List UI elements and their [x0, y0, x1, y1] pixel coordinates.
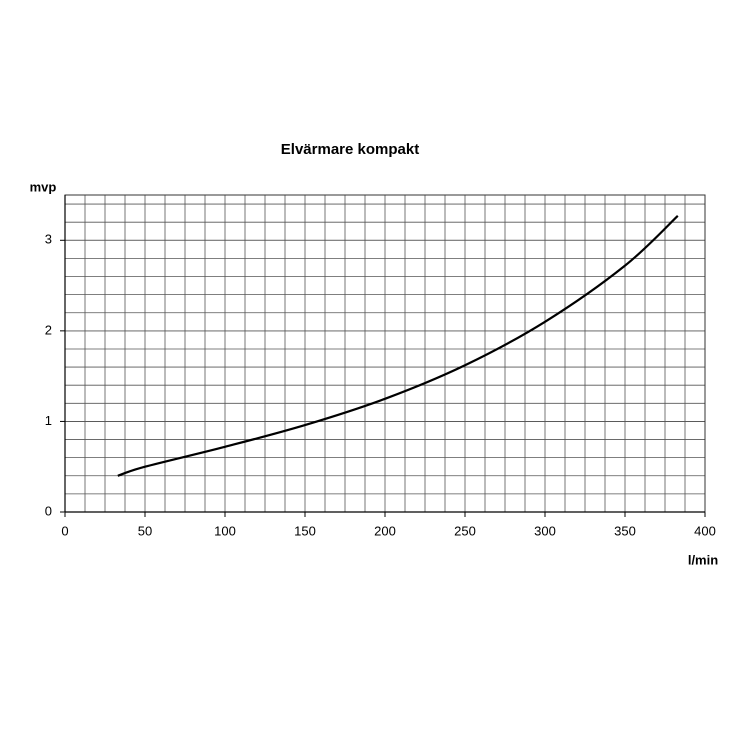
y-tick-label: 0 [45, 503, 52, 518]
data-line [117, 215, 679, 477]
y-tick-label: 2 [45, 322, 52, 337]
x-tick-label: 50 [138, 523, 152, 538]
chart-title: Elvärmare kompakt [281, 141, 419, 158]
x-tick-label: 250 [454, 523, 476, 538]
y-tick-label: 1 [45, 413, 52, 428]
x-tick-label: 0 [61, 523, 68, 538]
x-tick-label: 200 [374, 523, 396, 538]
y-tick-label: 3 [45, 232, 52, 247]
x-tick-label: 150 [294, 523, 316, 538]
y-axis-label: mvp [30, 179, 57, 194]
x-tick-label: 100 [214, 523, 236, 538]
x-tick-label: 400 [694, 523, 716, 538]
x-axis-label: l/min [688, 552, 718, 567]
x-tick-label: 350 [614, 523, 636, 538]
x-tick-label: 300 [534, 523, 556, 538]
